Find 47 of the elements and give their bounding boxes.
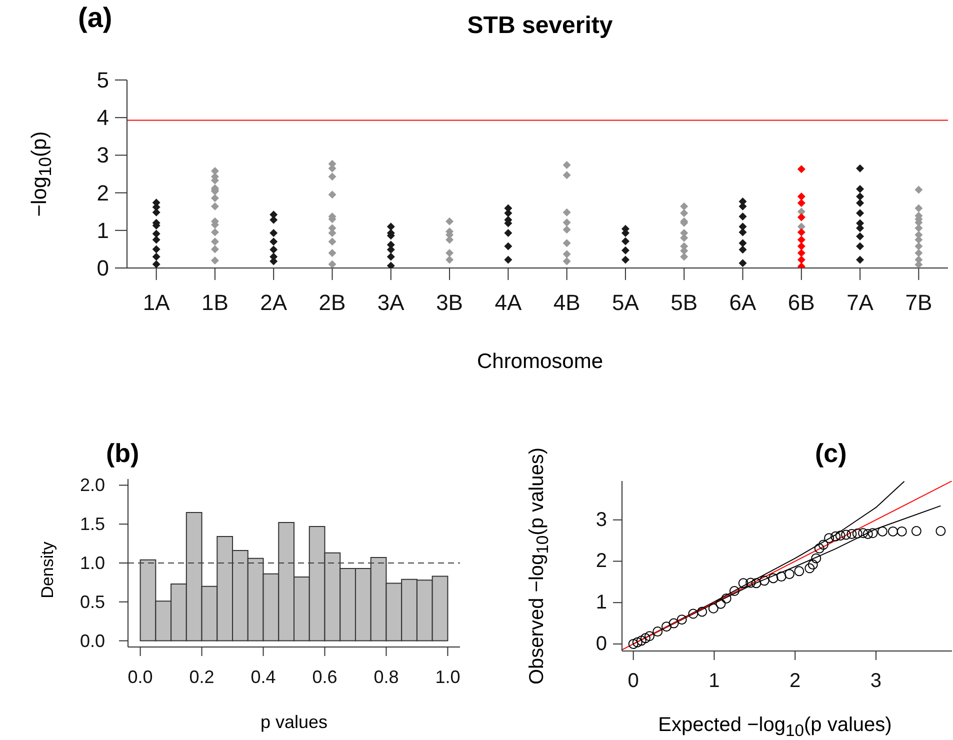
x-tick-label: 7B: [905, 290, 932, 315]
y-tick-label: 2.0: [80, 475, 105, 496]
x-tick-label: 0.8: [374, 667, 399, 687]
x-axis-title: Expected −log$_{10}$(p values): [657, 714, 893, 740]
y-axis-title: Density: [37, 540, 58, 600]
y-tick-label: 1.5: [80, 514, 105, 534]
x-tick-label: 1: [708, 670, 720, 692]
y-tick-label: 2: [596, 550, 607, 572]
y-tick-label: 1.0: [80, 553, 105, 573]
x-tick-label: 2A: [260, 290, 288, 315]
text: (b): [106, 438, 140, 469]
y-tick-label: 5: [96, 68, 109, 92]
y-tick-label: 4: [96, 105, 109, 130]
x-tick-label: 4B: [553, 290, 580, 315]
x-tick-label: 0: [628, 670, 639, 692]
y-tick-label: 3: [596, 508, 607, 531]
x-tick-label: 6B: [788, 290, 815, 315]
x-tick-label: 0.4: [250, 667, 276, 687]
y-tick-label: 0: [596, 632, 607, 655]
x-tick-label: 1.0: [435, 667, 460, 687]
y-tick-label: 0.0: [80, 630, 105, 651]
text: (c): [815, 438, 847, 469]
x-tick-label: 0.6: [312, 667, 338, 687]
x-tick-label: 5A: [612, 290, 640, 315]
x-tick-label: 2: [790, 670, 801, 692]
x-axis-title: Chromosome: [476, 350, 604, 374]
x-tick-label: 3: [870, 670, 882, 692]
x-tick-label: 1B: [202, 290, 228, 315]
text: (a): [78, 2, 112, 34]
chart-title: STB severity: [466, 12, 614, 40]
x-tick-label: 5B: [670, 290, 698, 315]
x-tick-label: 1A: [142, 290, 170, 315]
y-tick-label: 1: [596, 592, 607, 614]
y-tick-label: 3: [96, 142, 109, 168]
x-tick-label: 3B: [436, 290, 463, 315]
x-tick-label: 3A: [377, 290, 405, 315]
x-tick-label: 6A: [729, 290, 757, 315]
y-tick-label: 2: [96, 180, 109, 206]
y-tick-label: 1: [96, 218, 109, 243]
x-tick-label: 4A: [494, 290, 522, 315]
y-tick-label: 0: [96, 256, 109, 280]
y-tick-label: 0.5: [80, 592, 105, 612]
x-tick-label: 0.2: [189, 667, 214, 687]
x-tick-label: 7A: [846, 290, 874, 315]
x-tick-label: 2B: [318, 290, 346, 315]
x-axis-title: p values: [259, 712, 329, 733]
x-tick-label: 0.0: [128, 667, 153, 687]
